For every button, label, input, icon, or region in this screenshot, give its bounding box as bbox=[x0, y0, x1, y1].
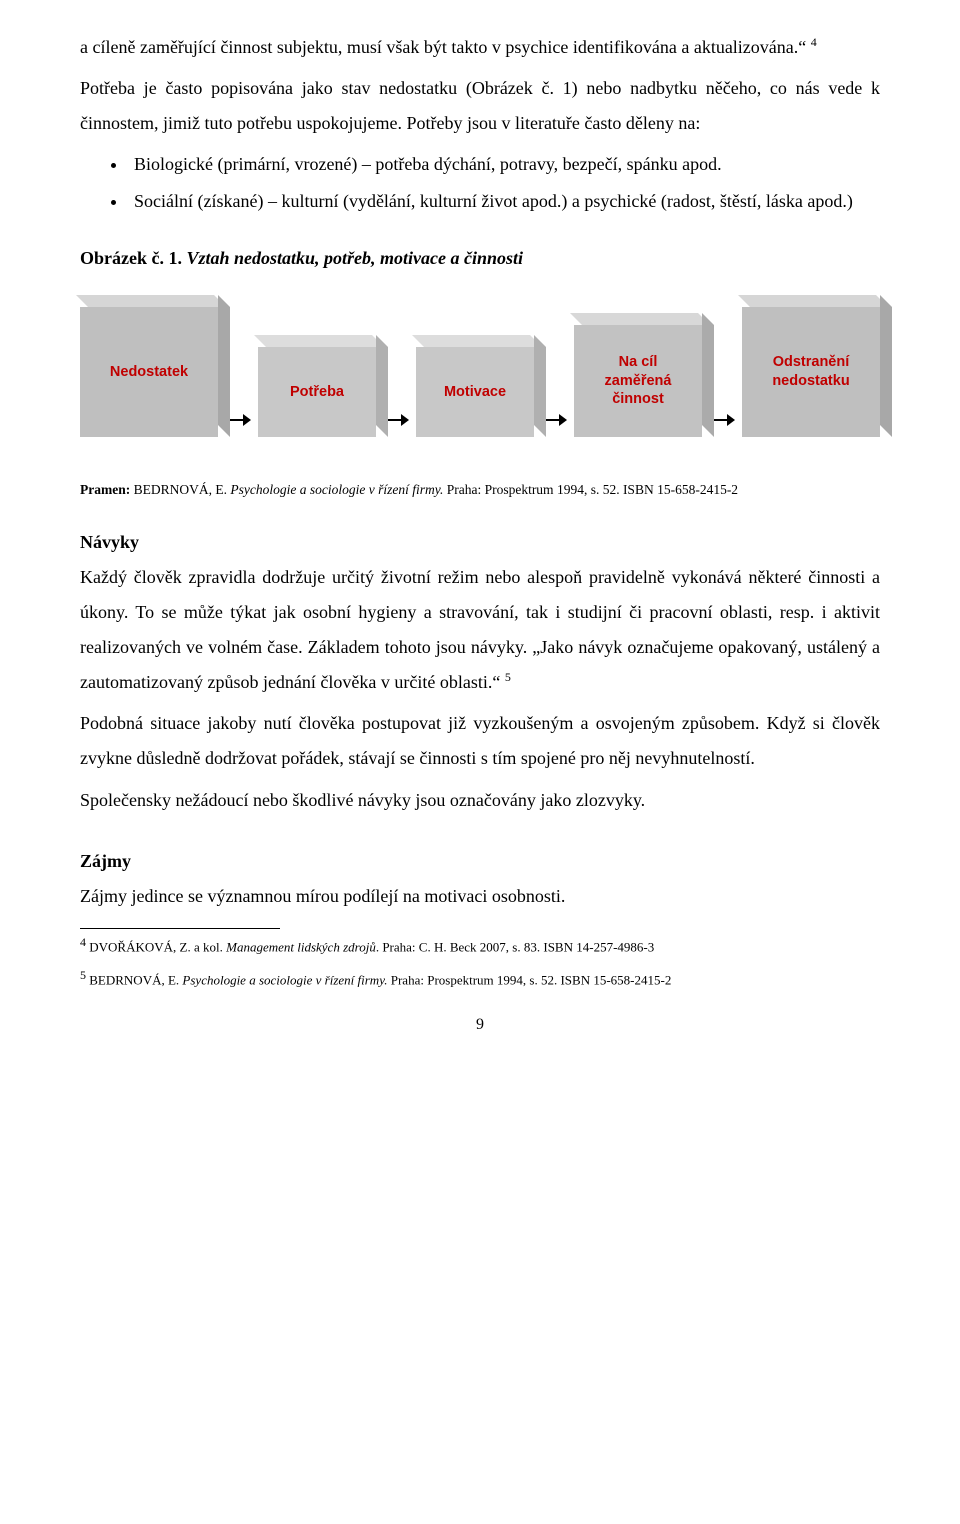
flow-box: Motivace bbox=[416, 347, 534, 437]
paragraph-navyky-3: Společensky nežádoucí nebo škodlivé návy… bbox=[80, 783, 880, 818]
source-prefix: Pramen: bbox=[80, 482, 134, 497]
footnote-4-title: Management lidských zdrojů bbox=[226, 939, 376, 954]
page-number: 9 bbox=[80, 1009, 880, 1040]
figure-source: Pramen: BEDRNOVÁ, E. Psychologie a socio… bbox=[80, 477, 880, 503]
footnote-ref-4: 4 bbox=[811, 35, 817, 49]
footnote-4-rest: . Praha: C. H. Beck 2007, s. 83. ISBN 14… bbox=[376, 939, 654, 954]
flow-box: Potřeba bbox=[258, 347, 376, 437]
footnote-separator bbox=[80, 928, 280, 929]
footnote-4-author: DVOŘÁKOVÁ, Z. a kol. bbox=[86, 939, 226, 954]
source-rest: Praha: Prospektrum 1994, s. 52. ISBN 15-… bbox=[443, 482, 738, 497]
figure-title: Vztah nedostatku, potřeb, motivace a čin… bbox=[182, 248, 523, 268]
footnote-5: 5 BEDRNOVÁ, E. Psychologie a sociologie … bbox=[80, 966, 880, 991]
flow-box-label: Na cíl zaměřená činnost bbox=[605, 353, 672, 407]
footnote-ref-5: 5 bbox=[505, 670, 511, 684]
paragraph-navyky-1-text: Každý člověk zpravidla dodržuje určitý ž… bbox=[80, 567, 880, 692]
flow-diagram: Nedostatek Potřeba Motivace Na cíl zaměřená… bbox=[80, 307, 880, 437]
footnote-4: 4 DVOŘÁKOVÁ, Z. a kol. Management lidský… bbox=[80, 933, 880, 958]
flow-box: Nedostatek bbox=[80, 307, 218, 437]
list-item: Biologické (primární, vrozené) – potřeba… bbox=[128, 147, 880, 182]
paragraph-zajmy: Zájmy jedince se významnou mírou podílej… bbox=[80, 879, 880, 914]
paragraph-navyky-1: Každý člověk zpravidla dodržuje určitý ž… bbox=[80, 560, 880, 700]
footnote-5-author: BEDRNOVÁ, E. bbox=[86, 972, 182, 987]
paragraph-navyky-2: Podobná situace jakoby nutí člověka post… bbox=[80, 706, 880, 776]
paragraph-1-text: a cíleně zaměřující činnost subjektu, mu… bbox=[80, 37, 811, 57]
figure-label: Obrázek č. 1. bbox=[80, 248, 182, 268]
needs-list: Biologické (primární, vrozené) – potřeba… bbox=[80, 147, 880, 219]
heading-zajmy: Zájmy bbox=[80, 844, 880, 879]
list-item: Sociální (získané) – kulturní (vydělání,… bbox=[128, 184, 880, 219]
source-author: BEDRNOVÁ, E. bbox=[134, 482, 231, 497]
flow-box-label: Motivace bbox=[444, 383, 506, 401]
source-title: Psychologie a sociologie v řízení firmy. bbox=[230, 482, 443, 497]
flow-box-label: Odstranění nedostatku bbox=[772, 353, 849, 389]
figure-caption: Obrázek č. 1. Vztah nedostatku, potřeb, … bbox=[80, 241, 880, 276]
heading-navyky: Návyky bbox=[80, 525, 880, 560]
flow-box-label: Nedostatek bbox=[110, 363, 188, 381]
footnote-5-title: Psychologie a sociologie v řízení firmy. bbox=[182, 972, 387, 987]
paragraph-2: Potřeba je často popisována jako stav ne… bbox=[80, 71, 880, 141]
flow-box: Odstranění nedostatku bbox=[742, 307, 880, 437]
flow-box: Na cíl zaměřená činnost bbox=[574, 325, 702, 437]
paragraph-1: a cíleně zaměřující činnost subjektu, mu… bbox=[80, 30, 880, 65]
flow-box-label: Potřeba bbox=[290, 383, 344, 401]
footnote-5-rest: Praha: Prospektrum 1994, s. 52. ISBN 15-… bbox=[388, 972, 672, 987]
